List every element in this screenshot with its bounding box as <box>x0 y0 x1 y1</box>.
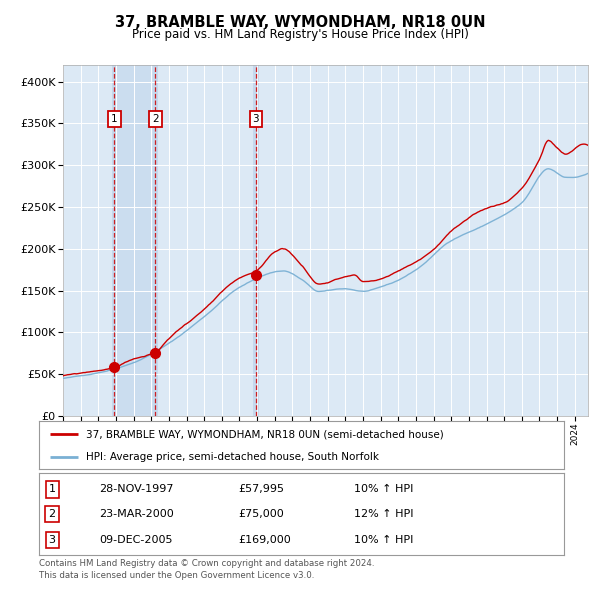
Text: 1: 1 <box>111 114 118 124</box>
Text: £75,000: £75,000 <box>239 509 284 519</box>
Text: This data is licensed under the Open Government Licence v3.0.: This data is licensed under the Open Gov… <box>39 571 314 580</box>
Text: 23-MAR-2000: 23-MAR-2000 <box>100 509 174 519</box>
Text: £169,000: £169,000 <box>239 535 291 545</box>
Text: 2: 2 <box>152 114 158 124</box>
Bar <box>152 65 158 416</box>
Text: 1: 1 <box>49 484 56 494</box>
Bar <box>253 65 259 416</box>
Text: 3: 3 <box>253 114 259 124</box>
Text: HPI: Average price, semi-detached house, South Norfolk: HPI: Average price, semi-detached house,… <box>86 452 379 462</box>
Text: Price paid vs. HM Land Registry's House Price Index (HPI): Price paid vs. HM Land Registry's House … <box>131 28 469 41</box>
Text: 2: 2 <box>49 509 56 519</box>
Text: £57,995: £57,995 <box>239 484 284 494</box>
Text: 10% ↑ HPI: 10% ↑ HPI <box>354 484 413 494</box>
Text: 10% ↑ HPI: 10% ↑ HPI <box>354 535 413 545</box>
Text: 37, BRAMBLE WAY, WYMONDHAM, NR18 0UN (semi-detached house): 37, BRAMBLE WAY, WYMONDHAM, NR18 0UN (se… <box>86 429 444 439</box>
Text: 3: 3 <box>49 535 56 545</box>
Text: 37, BRAMBLE WAY, WYMONDHAM, NR18 0UN: 37, BRAMBLE WAY, WYMONDHAM, NR18 0UN <box>115 15 485 30</box>
Bar <box>117 65 152 416</box>
Text: 09-DEC-2005: 09-DEC-2005 <box>100 535 173 545</box>
Text: Contains HM Land Registry data © Crown copyright and database right 2024.: Contains HM Land Registry data © Crown c… <box>39 559 374 568</box>
Text: 12% ↑ HPI: 12% ↑ HPI <box>354 509 413 519</box>
Bar <box>112 65 117 416</box>
Text: 28-NOV-1997: 28-NOV-1997 <box>100 484 174 494</box>
